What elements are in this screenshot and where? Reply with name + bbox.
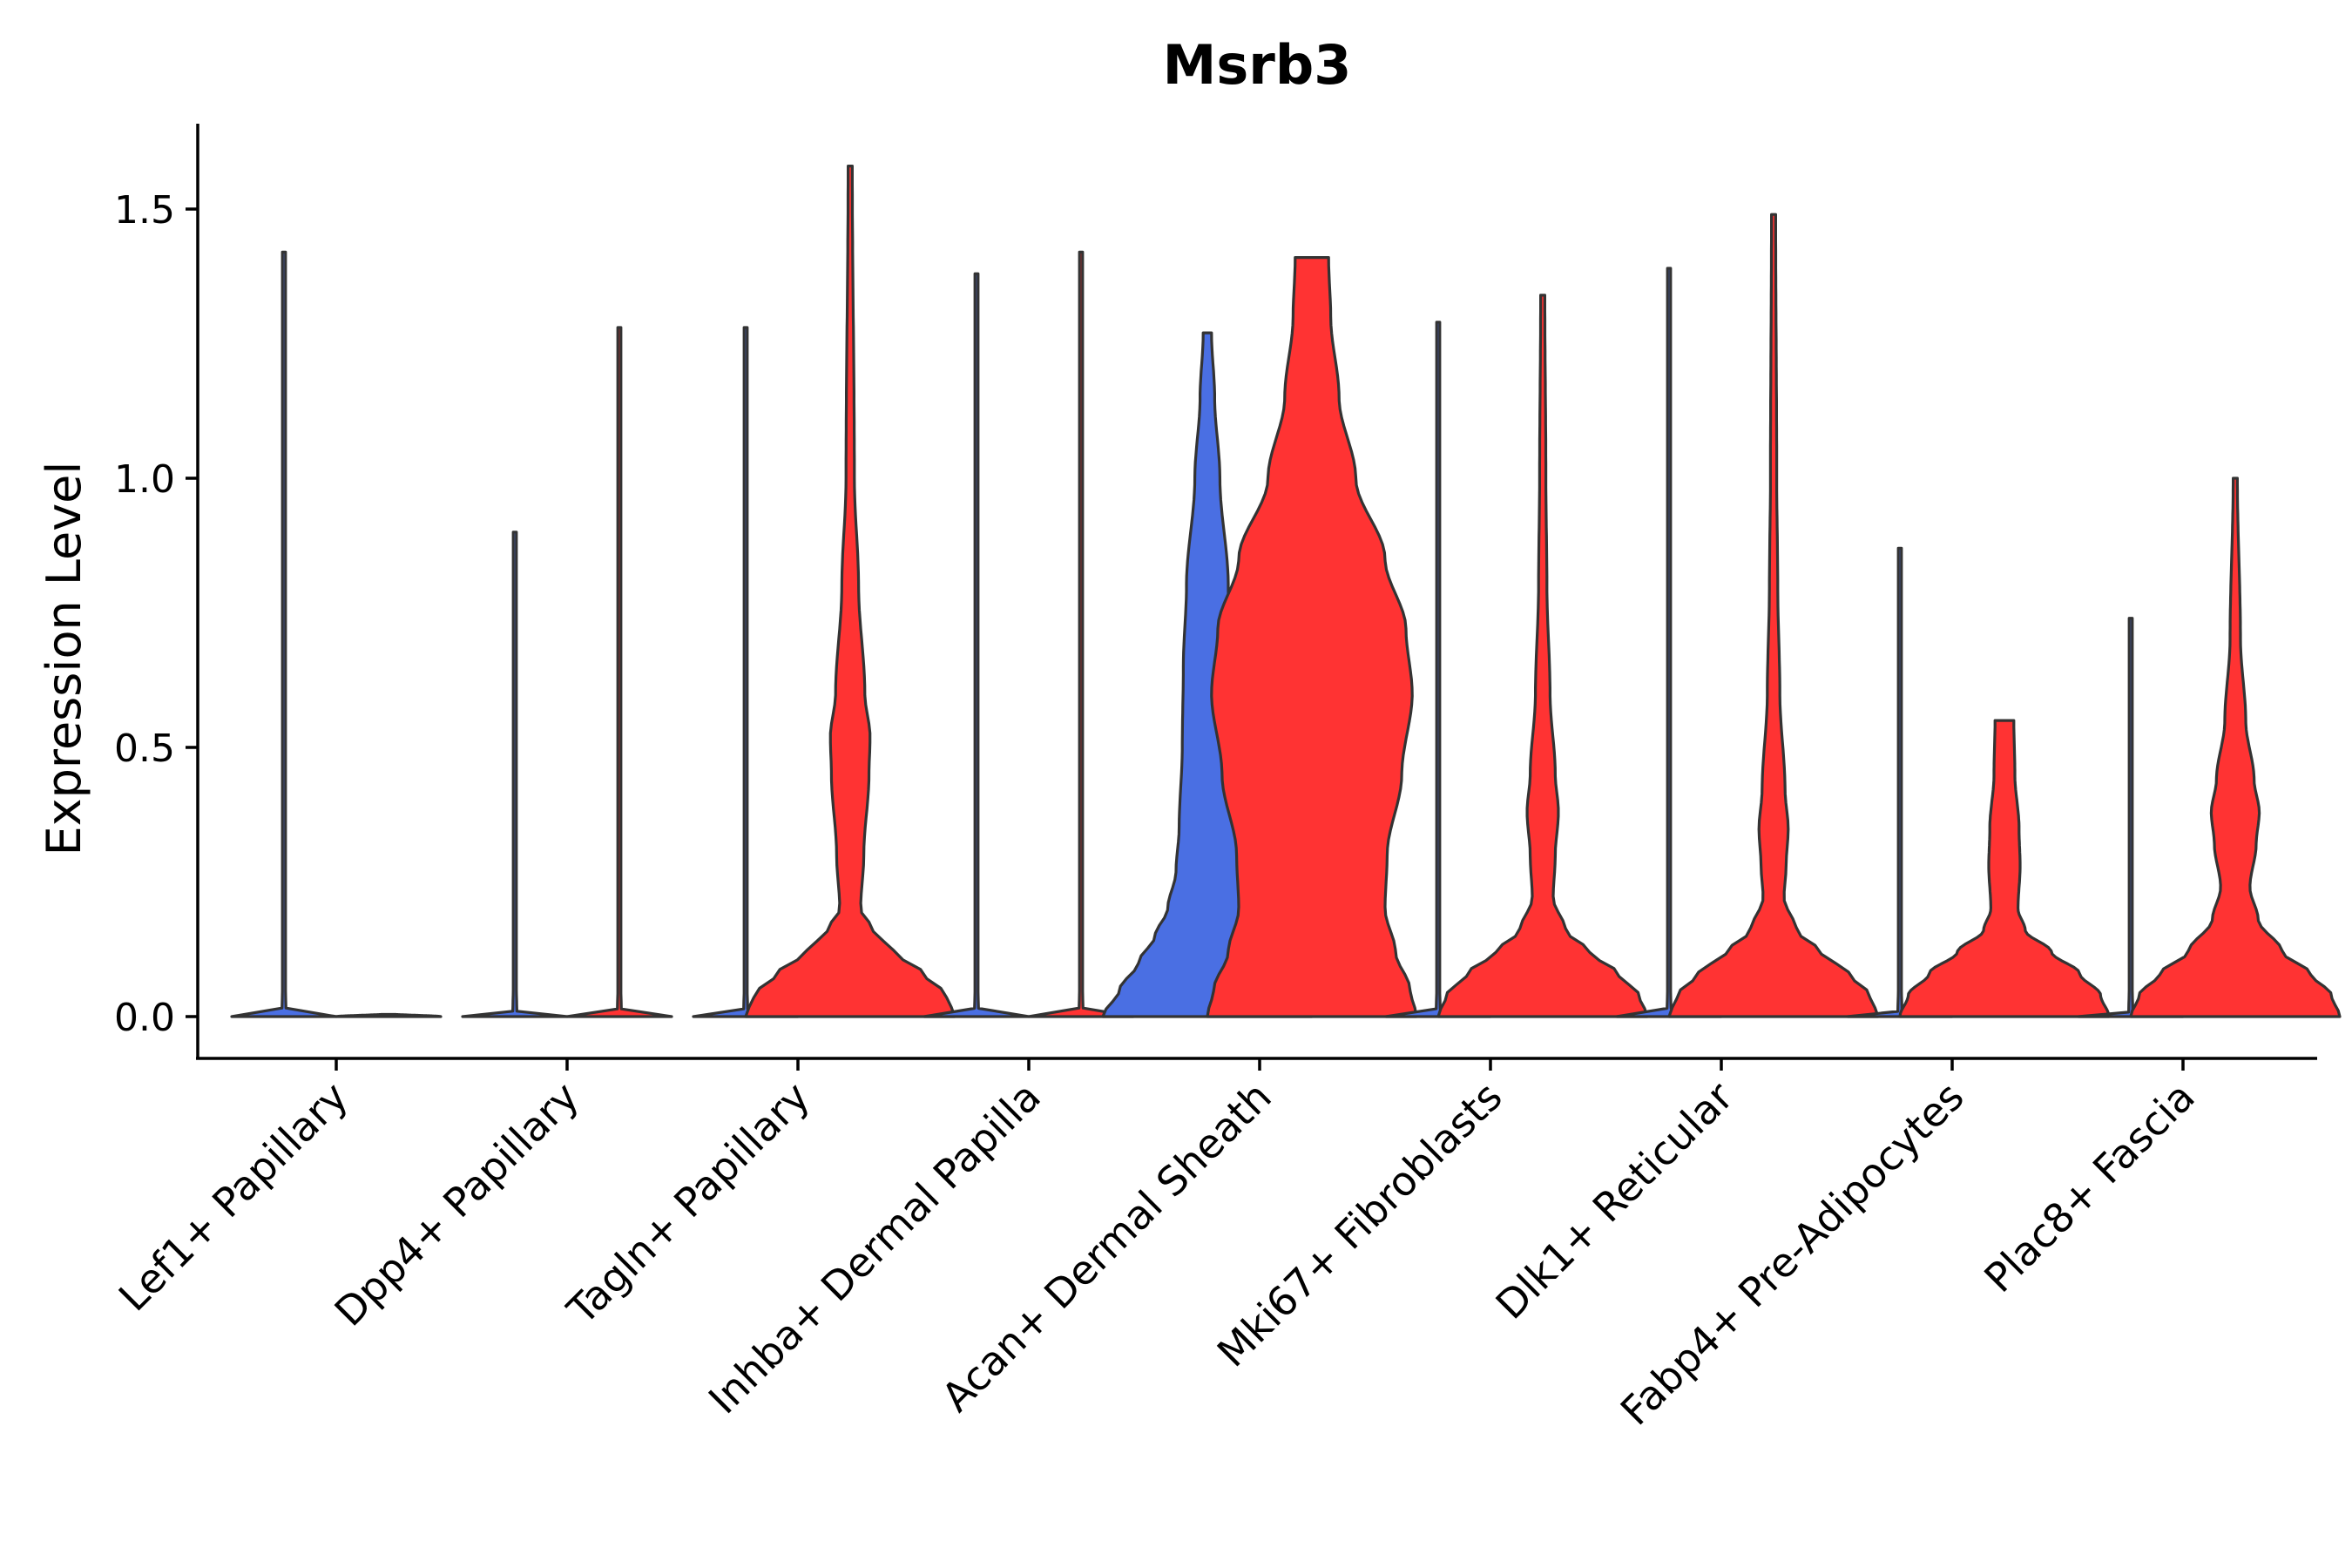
violin-group2 [1436, 294, 1649, 1018]
x-tick-label: Dlk1+ Reticular [1487, 1073, 1742, 1328]
violin-group1 [923, 272, 1031, 1018]
violin-group1 [1615, 267, 1723, 1018]
violin-group2 [565, 326, 673, 1018]
x-tick-label: Tagln+ Papillary [558, 1073, 819, 1335]
x-tick-label: Plac8+ Fascia [1975, 1073, 2203, 1301]
violin-group1 [1384, 321, 1492, 1018]
violin-group1 [230, 250, 338, 1018]
violin-group1 [2077, 617, 2185, 1018]
y-tick-label: 1.5 [114, 188, 175, 233]
chart-title: Msrb3 [1163, 33, 1352, 97]
x-tick-label: Lef1+ Papillary [110, 1073, 357, 1321]
violin-group1 [692, 326, 800, 1018]
y-axis-label: Expression Level [37, 462, 91, 856]
violin-group2 [744, 165, 956, 1018]
y-tick-label: 1.0 [114, 457, 175, 502]
x-tick-label: Dpp4+ Papillary [326, 1073, 588, 1335]
y-tick-label: 0.0 [114, 996, 175, 1040]
violin-group2 [335, 1012, 443, 1018]
violin-group1 [461, 531, 569, 1018]
violin-group2 [1667, 213, 1880, 1018]
violin-group1 [1846, 546, 1954, 1018]
violin-group2 [1898, 719, 2111, 1018]
violin-group2 [1027, 250, 1135, 1018]
y-axis-ticks: 0.0 0.5 1.0 1.5 [114, 188, 198, 1040]
violin-group [230, 165, 2342, 1018]
violin-group2 [2129, 476, 2342, 1018]
y-tick-label: 0.5 [114, 727, 175, 771]
violin-group2 [1206, 256, 1418, 1018]
